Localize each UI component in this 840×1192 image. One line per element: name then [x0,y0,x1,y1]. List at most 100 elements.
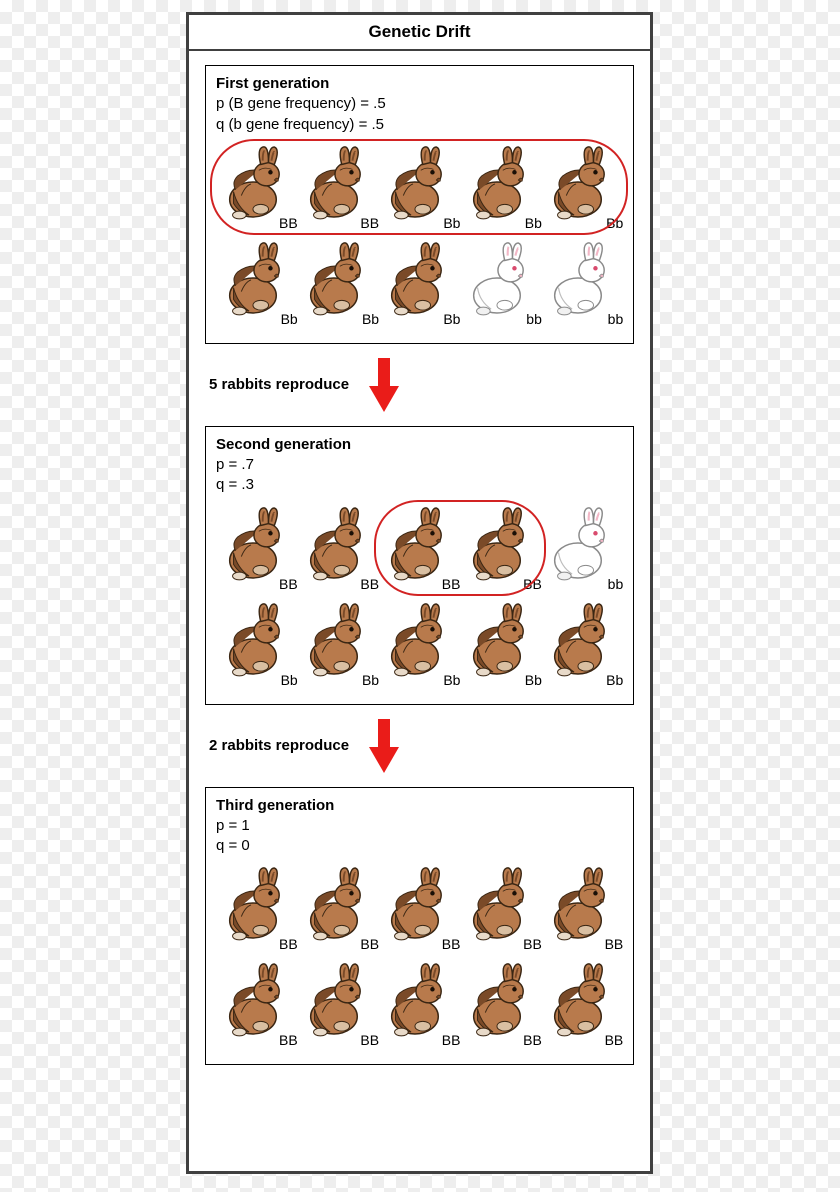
rabbit-icon [543,960,611,1038]
generation-title: Third generation [216,796,623,816]
rabbit-icon [299,504,367,582]
genotype-label: Bb [362,311,379,327]
rabbit-brown: Bb [380,143,458,233]
rabbit-icon [462,864,530,942]
rabbit-icon [299,239,367,317]
rabbit-icon [543,504,611,582]
genotype-label: BB [523,576,542,592]
rabbit-white: bb [543,504,621,594]
genotype-label: bb [526,311,542,327]
generation-header: Second generationp = .7q = .3 [216,435,623,496]
transition-label: 2 rabbits reproduce [205,737,349,754]
genotype-label: BB [279,936,298,952]
genotype-label: Bb [443,311,460,327]
generation-header: Third generationp = 1q = 0 [216,796,623,857]
rabbit-icon [462,143,530,221]
rabbit-brown: BB [462,504,540,594]
genotype-label: Bb [606,215,623,231]
rabbit-icon [462,960,530,1038]
rabbit-brown: Bb [218,600,296,690]
rabbit-row: BB BB BB BB BB [216,864,623,954]
main-panel: Genetic Drift First generationp (B gene … [186,12,653,1174]
rabbit-icon [299,960,367,1038]
generation-title: First generation [216,74,623,94]
rabbit-brown: BB [380,504,458,594]
rabbit-icon [218,239,286,317]
rabbit-icon [299,143,367,221]
rabbit-icon [543,600,611,678]
genotype-label: bb [608,576,624,592]
rabbit-icon [543,239,611,317]
transition-label: 5 rabbits reproduce [205,376,349,393]
rabbit-brown: Bb [462,143,540,233]
transition: 2 rabbits reproduce [205,717,634,775]
frequency-line: q = 0 [216,836,623,856]
genotype-label: BB [360,936,379,952]
rabbit-icon [380,143,448,221]
main-title: Genetic Drift [189,15,650,51]
rabbit-icon [380,504,448,582]
rabbit-icon [543,864,611,942]
genotype-label: Bb [606,672,623,688]
rabbit-brown: BB [299,143,377,233]
frequency-line: q = .3 [216,475,623,495]
rabbit-icon [462,600,530,678]
arrow-down-icon [367,356,401,414]
rabbit-brown: Bb [218,239,296,329]
genotype-label: Bb [443,672,460,688]
transition: 5 rabbits reproduce [205,356,634,414]
rabbit-row: BBBB Bb Bb Bb [216,143,623,233]
rabbit-brown: BB [218,960,296,1050]
genotype-label: BB [279,576,298,592]
rabbit-row: Bb Bb Bb Bb Bb [216,600,623,690]
rabbit-icon [218,864,286,942]
genotype-label: BB [523,1032,542,1048]
genotype-label: BB [442,936,461,952]
rabbit-brown: BB [218,864,296,954]
generation-box: First generationp (B gene frequency) = .… [205,65,634,344]
frequency-line: p = 1 [216,816,623,836]
rabbit-brown: BB [462,864,540,954]
rabbit-brown: Bb [299,600,377,690]
genotype-label: BB [442,576,461,592]
rabbit-brown: BB [543,864,621,954]
content-area: First generationp (B gene frequency) = .… [189,51,650,1085]
genotype-label: BB [360,1032,379,1048]
genotype-label: BB [279,1032,298,1048]
rabbit-brown: BB [462,960,540,1050]
rabbit-white: bb [543,239,621,329]
rabbit-brown: Bb [543,600,621,690]
arrow-down-icon [367,717,401,775]
stage: Genetic Drift First generationp (B gene … [0,0,840,1192]
genotype-label: Bb [362,672,379,688]
genotype-label: BB [605,936,624,952]
rabbit-row: Bb Bb Bb bb bb [216,239,623,329]
rabbit-brown: BB [218,504,296,594]
rabbit-brown: BB [299,960,377,1050]
genotype-label: Bb [281,311,298,327]
generation-box: Second generationp = .7q = .3BBBBBBBBbbB… [205,426,634,705]
rabbit-icon [462,504,530,582]
rabbit-brown: BB [380,960,458,1050]
genotype-label: Bb [525,215,542,231]
rabbit-brown: Bb [462,600,540,690]
rabbit-icon [380,600,448,678]
genotype-label: BB [523,936,542,952]
rabbit-icon [218,960,286,1038]
genotype-label: Bb [525,672,542,688]
frequency-line: q (b gene frequency) = .5 [216,115,623,135]
rabbit-brown: Bb [380,600,458,690]
rabbit-brown: BB [218,143,296,233]
rabbit-icon [380,960,448,1038]
genotype-label: BB [279,215,298,231]
genotype-label: BB [442,1032,461,1048]
rabbit-row: BBBBBBBBBB [216,960,623,1050]
genotype-label: Bb [443,215,460,231]
rabbit-row: BB BB BB BB bb [216,504,623,594]
genotype-label: BB [360,576,379,592]
rabbit-brown: BB [543,960,621,1050]
rabbit-icon [218,504,286,582]
rabbit-icon [218,143,286,221]
genotype-label: bb [608,311,624,327]
generation-box: Third generationp = 1q = 0BBBBBBBBBBBBBB… [205,787,634,1066]
